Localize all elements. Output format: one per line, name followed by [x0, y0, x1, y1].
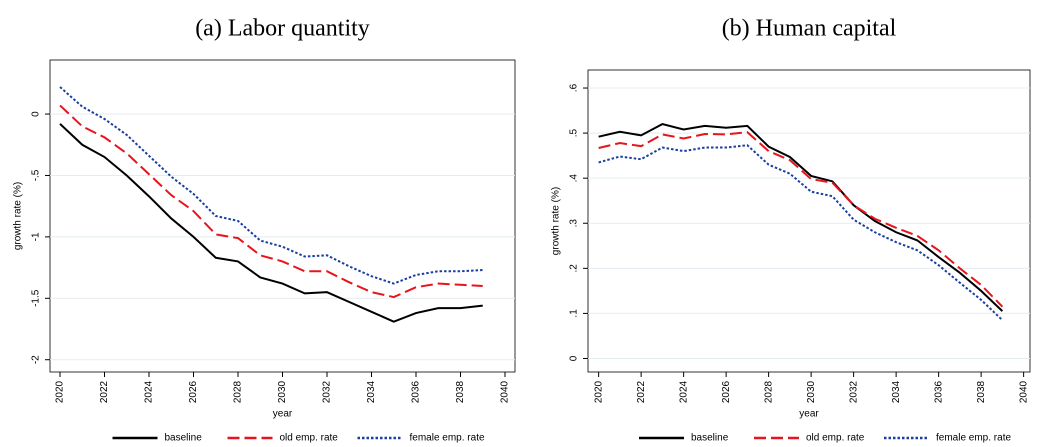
- x-tick-label: 2030: [806, 380, 817, 403]
- plot-area: [587, 69, 1031, 373]
- plot-area: [49, 59, 516, 373]
- x-tick-label: 2038: [455, 380, 466, 403]
- y-tick-label: .2: [569, 264, 580, 273]
- series-line: [59, 104, 483, 299]
- x-tick-label: 2020: [593, 380, 604, 403]
- legend-label: baseline: [691, 433, 729, 444]
- x-tick-label: 2032: [848, 380, 859, 403]
- y-axis-label: growth rate (%): [551, 187, 562, 255]
- x-axis-label: year: [273, 409, 293, 420]
- series-line: [598, 144, 1004, 321]
- x-tick-label: 2036: [411, 380, 422, 403]
- x-tick-label: 2022: [99, 380, 110, 403]
- series-line: [59, 123, 483, 323]
- y-tick-label: -.5: [31, 169, 42, 181]
- y-tick-label: -1: [31, 232, 42, 241]
- x-axis-label: year: [799, 409, 819, 420]
- panel-title: (b) Human capital: [722, 16, 897, 42]
- x-tick-label: 2032: [322, 380, 333, 403]
- x-tick-label: 2024: [678, 380, 689, 403]
- x-tick-label: 2038: [976, 380, 987, 403]
- x-tick-label: 2034: [891, 380, 902, 403]
- x-tick-label: 2028: [233, 380, 244, 403]
- y-tick-label: 0: [569, 355, 580, 361]
- panel-title: (a) Labor quantity: [195, 16, 370, 42]
- x-tick-label: 2040: [500, 380, 511, 403]
- y-tick-label: .3: [569, 219, 580, 228]
- y-tick-label: .1: [569, 309, 580, 318]
- y-axis-label: growth rate (%): [13, 182, 24, 250]
- legend-label: old emp. rate: [280, 433, 339, 444]
- x-tick-label: 2026: [721, 380, 732, 403]
- x-tick-label: 2034: [366, 380, 377, 403]
- legend-label: baseline: [165, 433, 203, 444]
- x-tick-label: 2024: [144, 380, 155, 403]
- x-tick-label: 2020: [55, 380, 66, 403]
- x-tick-label: 2022: [636, 380, 647, 403]
- series-line: [59, 86, 483, 285]
- x-tick-label: 2028: [763, 380, 774, 403]
- x-tick-label: 2030: [277, 380, 288, 403]
- y-tick-label: .5: [569, 128, 580, 137]
- x-tick-label: 2036: [933, 380, 944, 403]
- y-tick-label: .4: [569, 174, 580, 183]
- y-tick-label: .6: [569, 83, 580, 92]
- series-line: [598, 123, 1004, 312]
- y-tick-label: -1.5: [31, 289, 42, 307]
- y-tick-label: 0: [31, 111, 42, 117]
- legend-label: female emp. rate: [936, 433, 1011, 444]
- series-line: [598, 131, 1004, 308]
- x-tick-label: 2040: [1018, 380, 1029, 403]
- legend-label: female emp. rate: [410, 433, 485, 444]
- x-tick-label: 2026: [188, 380, 199, 403]
- legend-label: old emp. rate: [806, 433, 865, 444]
- y-tick-label: -2: [31, 355, 42, 364]
